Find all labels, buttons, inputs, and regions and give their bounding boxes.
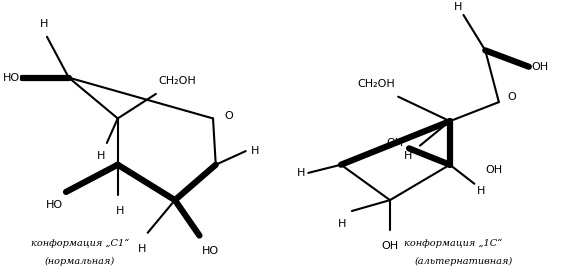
Text: HO: HO [3,73,20,82]
Text: H: H [251,146,259,156]
Text: H: H [297,168,305,178]
Text: OH: OH [381,241,398,251]
Text: O: O [224,111,233,121]
Text: (нормальная): (нормальная) [44,257,114,266]
Text: HO: HO [46,200,63,210]
Text: (альтернативная): (альтернативная) [415,257,513,266]
Text: CH₂OH: CH₂OH [159,76,196,86]
Text: CH₂OH: CH₂OH [358,78,396,89]
Text: H: H [97,151,106,161]
Text: HO: HO [202,246,219,256]
Text: H: H [404,151,412,161]
Text: H: H [116,205,125,216]
Text: конформация „C1“: конформация „C1“ [30,238,129,248]
Text: O: O [507,92,516,102]
Text: OH: OH [386,138,404,148]
Text: OH: OH [485,165,503,175]
Text: H: H [477,186,485,197]
Text: H: H [454,2,462,12]
Text: конформация „1C“: конформация „1C“ [404,238,502,248]
Text: H: H [338,219,346,229]
Text: H: H [138,244,147,254]
Text: OH: OH [531,62,549,72]
Text: H: H [40,19,48,29]
